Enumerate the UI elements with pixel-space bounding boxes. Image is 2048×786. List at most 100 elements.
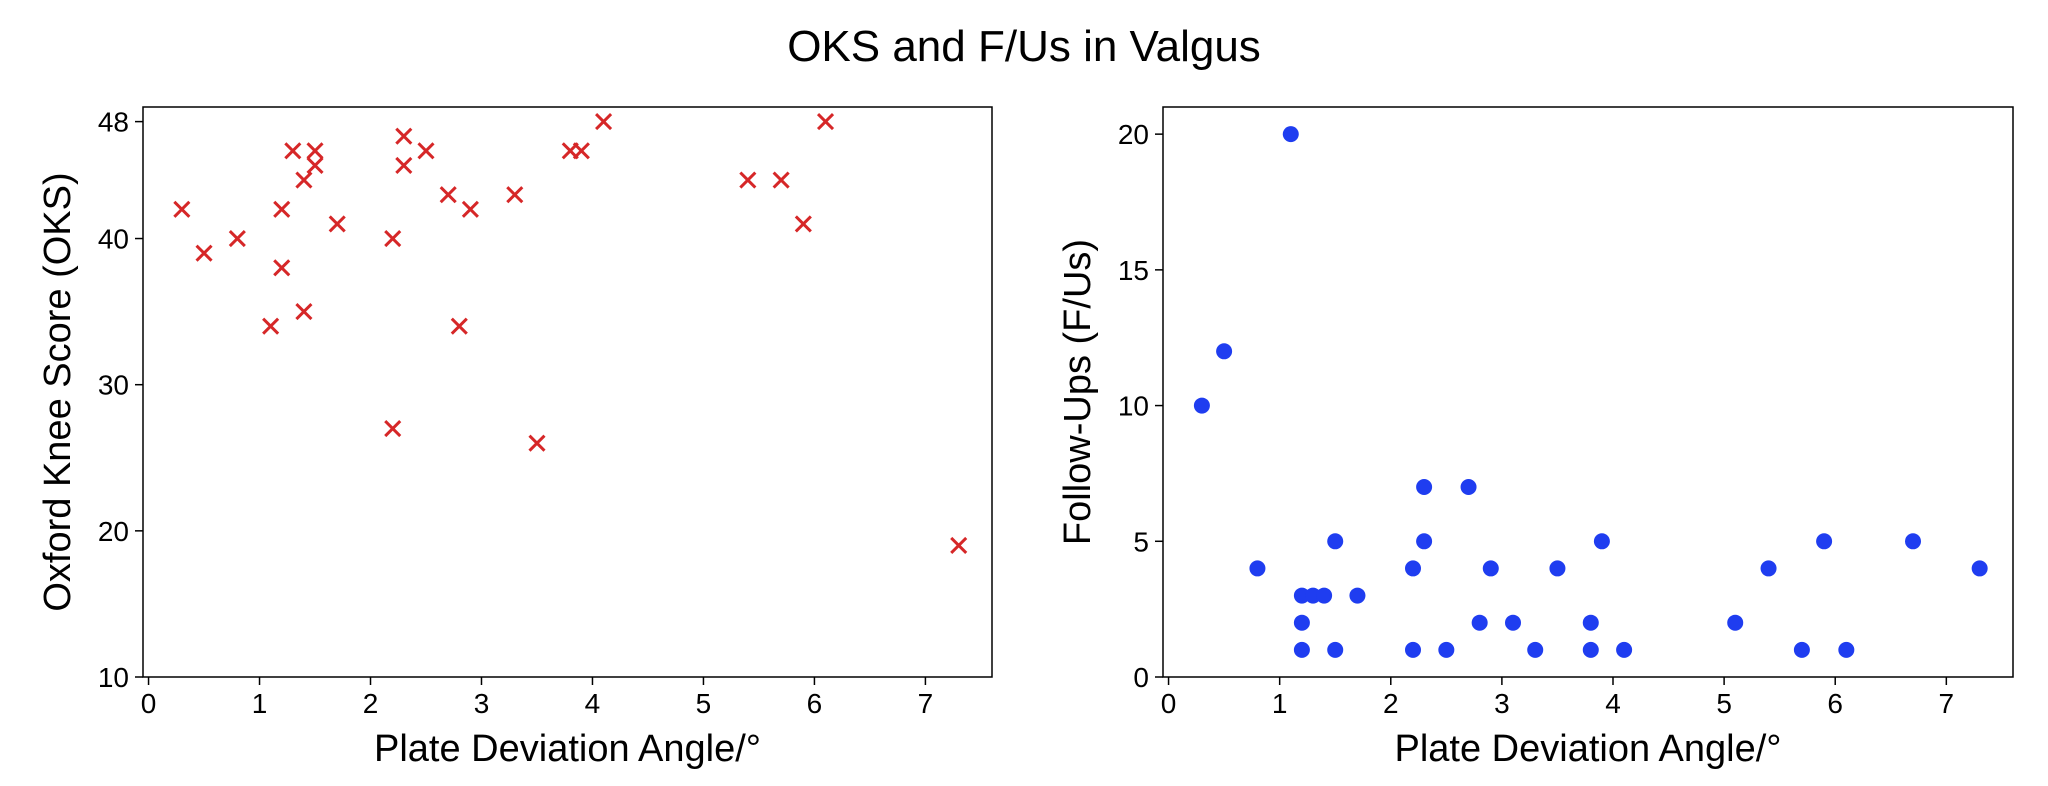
data-point <box>1838 641 1855 658</box>
data-point <box>1816 533 1833 550</box>
y-tick-label: 5 <box>1133 526 1149 557</box>
data-point <box>1349 587 1366 604</box>
data-point <box>1249 560 1266 577</box>
data-point <box>262 317 280 335</box>
data-point <box>1416 533 1433 550</box>
data-point <box>1193 397 1210 414</box>
data-point <box>739 171 757 189</box>
data-point <box>461 200 479 218</box>
data-point <box>384 419 402 438</box>
x-tick-label: 7 <box>1939 688 1955 719</box>
data-point <box>1971 560 1988 577</box>
x-tick-label: 5 <box>1716 688 1732 719</box>
y-tick-label: 30 <box>98 370 129 401</box>
data-point <box>273 200 291 218</box>
x-tick-label: 0 <box>1161 688 1177 719</box>
plot-frame <box>142 106 993 678</box>
x-tick-label: 6 <box>807 688 823 719</box>
data-point <box>273 259 291 277</box>
data-point <box>1760 560 1777 577</box>
y-tick-label: 0 <box>1133 662 1149 693</box>
y-tick-label: 48 <box>98 107 129 138</box>
x-tick-label: 4 <box>1605 688 1621 719</box>
data-point <box>417 142 435 160</box>
y-tick-label: 40 <box>98 224 129 255</box>
y-axis-label: Oxford Knee Score (OKS) <box>37 172 79 611</box>
data-point <box>173 200 191 218</box>
data-point <box>1405 560 1421 577</box>
data-point <box>439 186 457 204</box>
x-tick-label: 0 <box>141 688 157 719</box>
data-point <box>1460 479 1477 495</box>
x-tick-label: 5 <box>696 688 712 719</box>
x-tick-label: 3 <box>1494 688 1510 719</box>
data-point <box>772 171 790 189</box>
chart-suptitle: OKS and F/Us in Valgus <box>787 22 1261 71</box>
data-point <box>1482 560 1499 577</box>
data-point <box>395 156 413 175</box>
data-point <box>1471 614 1488 631</box>
data-point <box>1293 587 1310 604</box>
x-tick-label: 2 <box>363 688 379 719</box>
data-point <box>1316 587 1333 604</box>
data-point <box>228 229 246 248</box>
x-axis-label: Plate Deviation Angle/° <box>1395 728 1782 770</box>
y-tick-label: 15 <box>1118 255 1149 286</box>
data-point <box>794 215 812 233</box>
y-tick-label: 10 <box>1118 391 1149 422</box>
data-point <box>528 434 546 452</box>
data-point <box>450 317 468 335</box>
panel-2: 0 1 2 3 4 5 6 7 0 5 10 15 20 Plate Deviation Angle/° F… <box>1057 106 2014 770</box>
x-tick-label: 4 <box>585 688 601 719</box>
data-point <box>1293 641 1310 658</box>
data-point <box>328 215 346 233</box>
x-tick-label: 2 <box>1383 688 1399 719</box>
data-point <box>1305 587 1321 604</box>
plot-frame <box>1162 106 2014 678</box>
y-tick-label: 20 <box>1118 119 1149 150</box>
data-point <box>195 244 213 262</box>
data-point <box>1438 641 1455 658</box>
data-point <box>1405 641 1421 658</box>
data-point <box>1582 641 1599 658</box>
data-point <box>506 186 524 204</box>
data-point <box>1793 641 1810 658</box>
data-point <box>295 303 313 321</box>
panel-1: 0 1 2 3 4 5 6 7 10 20 30 40 48 Plate Deviation Angle/… <box>37 106 993 770</box>
data-point <box>1593 533 1610 550</box>
data-point <box>572 142 590 160</box>
x-tick-label: 1 <box>252 688 268 719</box>
data-point <box>295 171 313 189</box>
data-point <box>950 536 968 555</box>
data-point <box>1327 533 1344 550</box>
data-point <box>306 156 324 175</box>
data-point <box>284 142 302 160</box>
y-tick-label: 10 <box>98 662 129 693</box>
data-point <box>395 127 413 145</box>
data-point <box>1727 614 1744 631</box>
y-axis-label: Follow-Ups (F/Us) <box>1057 239 1099 545</box>
data-point <box>384 229 402 248</box>
x-tick-label: 7 <box>918 688 934 719</box>
data-point <box>1905 533 1921 550</box>
x-tick-label: 1 <box>1272 688 1288 719</box>
x-tick-label: 6 <box>1827 688 1843 719</box>
y-tick-label: 20 <box>98 516 129 547</box>
data-point <box>595 113 613 131</box>
data-point <box>1327 641 1344 658</box>
data-point <box>1527 641 1544 658</box>
data-point <box>1282 126 1299 143</box>
data-point <box>1616 641 1633 658</box>
data-point <box>816 113 835 131</box>
data-point <box>1216 343 1233 360</box>
data-point <box>1582 614 1599 631</box>
data-point <box>306 142 324 160</box>
data-point <box>1505 614 1521 631</box>
x-axis-label: Plate Deviation Angle/° <box>374 728 761 770</box>
x-tick-label: 3 <box>474 688 490 719</box>
data-point <box>1293 614 1310 631</box>
data-point <box>1549 560 1566 577</box>
data-point <box>1416 479 1433 495</box>
